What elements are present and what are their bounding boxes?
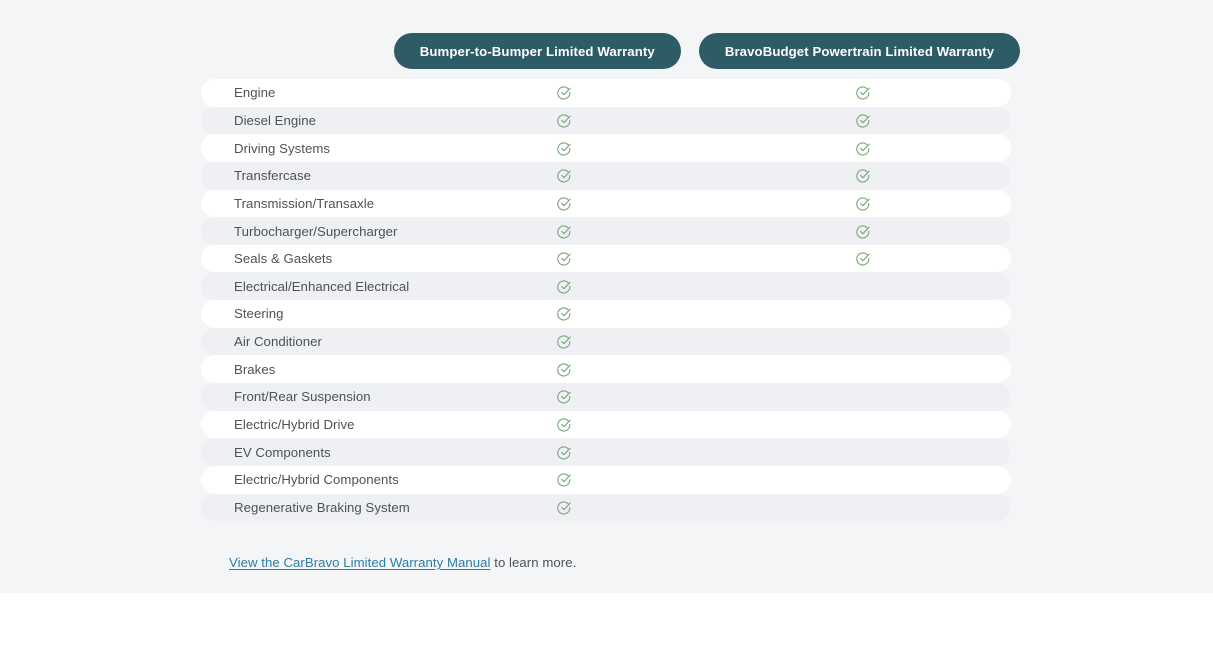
check-circle-icon [855, 251, 871, 266]
check-circle-icon [556, 389, 572, 404]
coverage-item-label: EV Components [234, 444, 331, 460]
coverage-item-label: Turbocharger/Supercharger [234, 223, 398, 239]
check-circle-icon [556, 362, 572, 377]
check-circle-icon [556, 500, 572, 515]
powertrain-cell [853, 166, 873, 186]
powertrain-cell [853, 387, 873, 407]
coverage-item-label: Transfercase [234, 168, 312, 184]
coverage-item-label: Front/Rear Suspension [234, 389, 371, 405]
coverage-item-label: Brakes [234, 361, 276, 377]
check-circle-icon [556, 113, 572, 128]
check-circle-icon [855, 85, 871, 100]
powertrain-cell [853, 470, 873, 490]
table-row: Electric/Hybrid Drive [201, 410, 1011, 439]
coverage-comparison-table: Engine Diesel Engine Driving Systems Transf… [201, 79, 1011, 522]
check-circle-icon [556, 224, 572, 239]
table-row: Electrical/Enhanced Electrical [201, 272, 1011, 301]
coverage-item-label: Steering [234, 306, 284, 322]
check-circle-icon [855, 113, 871, 128]
table-row: Regenerative Braking System [201, 493, 1011, 522]
bumper-to-bumper-cell [554, 304, 574, 324]
check-circle-icon [556, 334, 572, 349]
table-row: Engine [201, 79, 1011, 107]
table-row: Steering [201, 300, 1011, 328]
powertrain-cell [853, 138, 873, 158]
check-circle-icon [855, 168, 871, 183]
check-circle-icon [556, 196, 572, 211]
footer-tail-text: to learn more. [490, 555, 577, 570]
powertrain-cell [853, 276, 873, 296]
coverage-item-label: Seals & Gaskets [234, 251, 333, 267]
powertrain-cell [853, 221, 873, 241]
bumper-to-bumper-cell [554, 359, 574, 379]
coverage-item-label: Diesel Engine [234, 112, 317, 128]
powertrain-cell [853, 304, 873, 324]
table-row: Transfercase [201, 161, 1011, 190]
bumper-to-bumper-cell [554, 166, 574, 186]
bumper-to-bumper-cell [554, 332, 574, 352]
footer-note: View the CarBravo Limited Warranty Manua… [229, 555, 576, 570]
table-row: Transmission/Transaxle [201, 189, 1011, 218]
check-circle-icon [556, 445, 572, 460]
check-circle-icon [556, 141, 572, 156]
table-row: Front/Rear Suspension [201, 383, 1011, 411]
check-circle-icon [556, 306, 572, 321]
check-circle-icon [556, 472, 572, 487]
coverage-item-label: Driving Systems [234, 140, 331, 156]
check-circle-icon [556, 251, 572, 266]
check-circle-icon [556, 168, 572, 183]
powertrain-cell [853, 442, 873, 462]
powertrain-cell [853, 249, 873, 269]
bumper-to-bumper-cell [554, 276, 574, 296]
bumper-to-bumper-cell [554, 249, 574, 269]
bumper-to-bumper-cell [554, 221, 574, 241]
powertrain-cell [853, 83, 873, 103]
table-row: Driving Systems [201, 134, 1011, 162]
coverage-item-label: Air Conditioner [234, 334, 322, 350]
coverage-item-label: Engine [234, 85, 276, 101]
table-row: Diesel Engine [201, 106, 1011, 135]
bumper-to-bumper-cell [554, 110, 574, 130]
bumper-to-bumper-cell [554, 387, 574, 407]
powertrain-cell [853, 332, 873, 352]
check-circle-icon [556, 279, 572, 294]
check-circle-icon [855, 224, 871, 239]
bumper-to-bumper-cell [554, 497, 574, 517]
coverage-item-label: Regenerative Braking System [234, 499, 410, 515]
warranty-tab-bar: Bumper-to-Bumper Limited Warranty BravoBu… [0, 33, 1213, 69]
bumper-to-bumper-cell [554, 193, 574, 213]
coverage-item-label: Electric/Hybrid Components [234, 472, 399, 488]
table-row: Turbocharger/Supercharger [201, 217, 1011, 245]
bumper-to-bumper-cell [554, 138, 574, 158]
check-circle-icon [855, 141, 871, 156]
check-circle-icon [556, 417, 572, 432]
bumper-to-bumper-cell [554, 442, 574, 462]
bumper-to-bumper-cell [554, 415, 574, 435]
coverage-item-label: Transmission/Transaxle [234, 195, 375, 211]
powertrain-cell [853, 497, 873, 517]
bumper-to-bumper-cell [554, 83, 574, 103]
check-circle-icon [556, 85, 572, 100]
warranty-manual-link[interactable]: View the CarBravo Limited Warranty Manua… [229, 555, 491, 570]
bumper-to-bumper-cell [554, 470, 574, 490]
powertrain-cell [853, 359, 873, 379]
table-row: Electric/Hybrid Components [201, 465, 1011, 494]
coverage-item-label: Electrical/Enhanced Electrical [234, 278, 410, 294]
warranty-tab-1[interactable]: Bumper-to-Bumper Limited Warranty [393, 33, 681, 69]
powertrain-cell [853, 415, 873, 435]
check-circle-icon [855, 196, 871, 211]
table-row: Air Conditioner [201, 327, 1011, 356]
powertrain-cell [853, 110, 873, 130]
powertrain-cell [853, 193, 873, 213]
warranty-tab-2[interactable]: BravoBudget Powertrain Limited Warranty [698, 33, 1021, 69]
table-row: Seals & Gaskets [201, 244, 1011, 273]
table-row: Brakes [201, 355, 1011, 384]
table-row: EV Components [201, 438, 1011, 466]
coverage-item-label: Electric/Hybrid Drive [234, 417, 355, 432]
